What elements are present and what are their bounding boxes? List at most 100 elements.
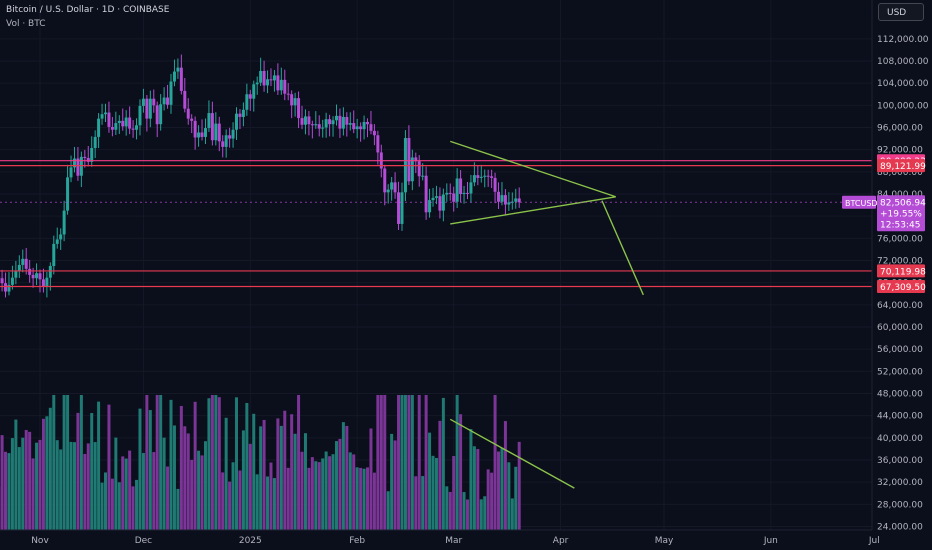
candle-body (135, 125, 139, 130)
candle-body (472, 175, 476, 183)
candle-body (14, 271, 18, 278)
candle-body (100, 114, 104, 119)
volume-bar (159, 395, 163, 530)
candle-body (338, 115, 342, 129)
candle-body (172, 71, 176, 82)
candle-body (131, 128, 135, 130)
candle-body (314, 124, 318, 126)
candle-body (224, 135, 228, 147)
volume-bar (128, 450, 132, 530)
volume-bar (338, 438, 342, 530)
candle-body (190, 118, 194, 121)
volume-bar (207, 398, 211, 530)
candle-body (414, 157, 418, 162)
candle-body (110, 126, 114, 130)
volume-bar (459, 414, 463, 530)
candle-body (238, 113, 242, 117)
level-badge-label: 70,119.98 (880, 267, 926, 277)
volume-bar (62, 395, 66, 530)
volume-bar (17, 447, 21, 530)
candle-body (69, 167, 73, 178)
candle-body (348, 123, 352, 125)
candle-body (503, 195, 507, 205)
volume-bar (507, 462, 511, 530)
candle-body (86, 157, 90, 162)
candle-body (207, 113, 211, 129)
volume-bar (462, 492, 466, 530)
volume-bar (114, 437, 118, 530)
candle-body (517, 198, 521, 203)
y-tick-label: 28,000.00 (877, 500, 923, 510)
volume-bar (272, 478, 276, 530)
y-tick-label: 84,000.00 (877, 190, 923, 200)
level-badge-label: 67,309.50 (880, 283, 926, 293)
volume-bar (500, 447, 504, 530)
candle-body (424, 175, 428, 213)
volume-bar (76, 412, 80, 530)
volume-bar (386, 491, 390, 530)
volume-bar (162, 437, 166, 530)
y-tick-label: 44,000.00 (877, 412, 923, 422)
candle-body (462, 192, 466, 194)
level-badge: 67,309.50 (877, 279, 926, 293)
volume-bar (69, 441, 73, 530)
y-tick-label: 60,000.00 (877, 323, 923, 333)
volume-bar (345, 425, 349, 530)
candle-body (166, 97, 170, 105)
candle-body (200, 132, 204, 137)
volume-bar (328, 456, 332, 530)
volume-bar (445, 486, 449, 530)
volume-bar (341, 422, 345, 530)
candle-body (141, 98, 145, 106)
candle-body (465, 192, 469, 194)
candle-body (152, 98, 156, 106)
candle-body (55, 239, 59, 244)
y-tick-label: 72,000.00 (877, 257, 923, 267)
volume-bar (276, 418, 280, 530)
price-badge-bg (877, 195, 925, 232)
volume-bar (214, 395, 218, 530)
trendline (450, 140, 616, 198)
volume-bar (155, 395, 159, 530)
y-tick-label: 112,000.00 (877, 35, 929, 45)
candle-body (317, 124, 321, 129)
volume-bar (452, 456, 456, 530)
candle-body (428, 200, 432, 213)
chart-title: Bitcoin / U.S. Dollar · 1D · COINBASE (6, 5, 170, 15)
candle-body (262, 70, 266, 86)
candle-body (493, 177, 497, 192)
volume-bar (372, 472, 376, 530)
currency-button[interactable]: USD (878, 3, 924, 21)
y-tick-label: 100,000.00 (877, 101, 929, 111)
volume-bar (148, 410, 152, 530)
candle-body (245, 94, 249, 110)
volume-bar (421, 476, 425, 530)
candle-body (231, 129, 235, 139)
volume-bar (141, 452, 145, 530)
candle-body (155, 105, 159, 125)
candle-body (307, 116, 311, 125)
candle-body (214, 123, 218, 141)
candle-body (269, 79, 273, 81)
candle-body (448, 192, 452, 194)
candle-body (179, 67, 183, 91)
candle-body (266, 79, 270, 86)
candle-body (417, 161, 421, 177)
countdown: 12:53:45 (880, 220, 920, 230)
volume-bar (286, 467, 290, 530)
current-change: +19.55% (880, 209, 922, 219)
candle-body (17, 264, 21, 272)
candle-body (259, 70, 263, 83)
volume-bar (255, 474, 259, 530)
y-tick-label: 24,000.00 (877, 523, 923, 533)
candle-body (345, 116, 349, 125)
candle-body (352, 123, 356, 130)
x-tick-label: Feb (349, 536, 365, 546)
x-tick-label: Mar (445, 536, 462, 546)
volume-bar (297, 395, 301, 530)
candle-body (476, 175, 480, 178)
trendline (601, 200, 644, 296)
x-tick-label: Nov (31, 536, 49, 546)
volume-bar (414, 476, 418, 530)
